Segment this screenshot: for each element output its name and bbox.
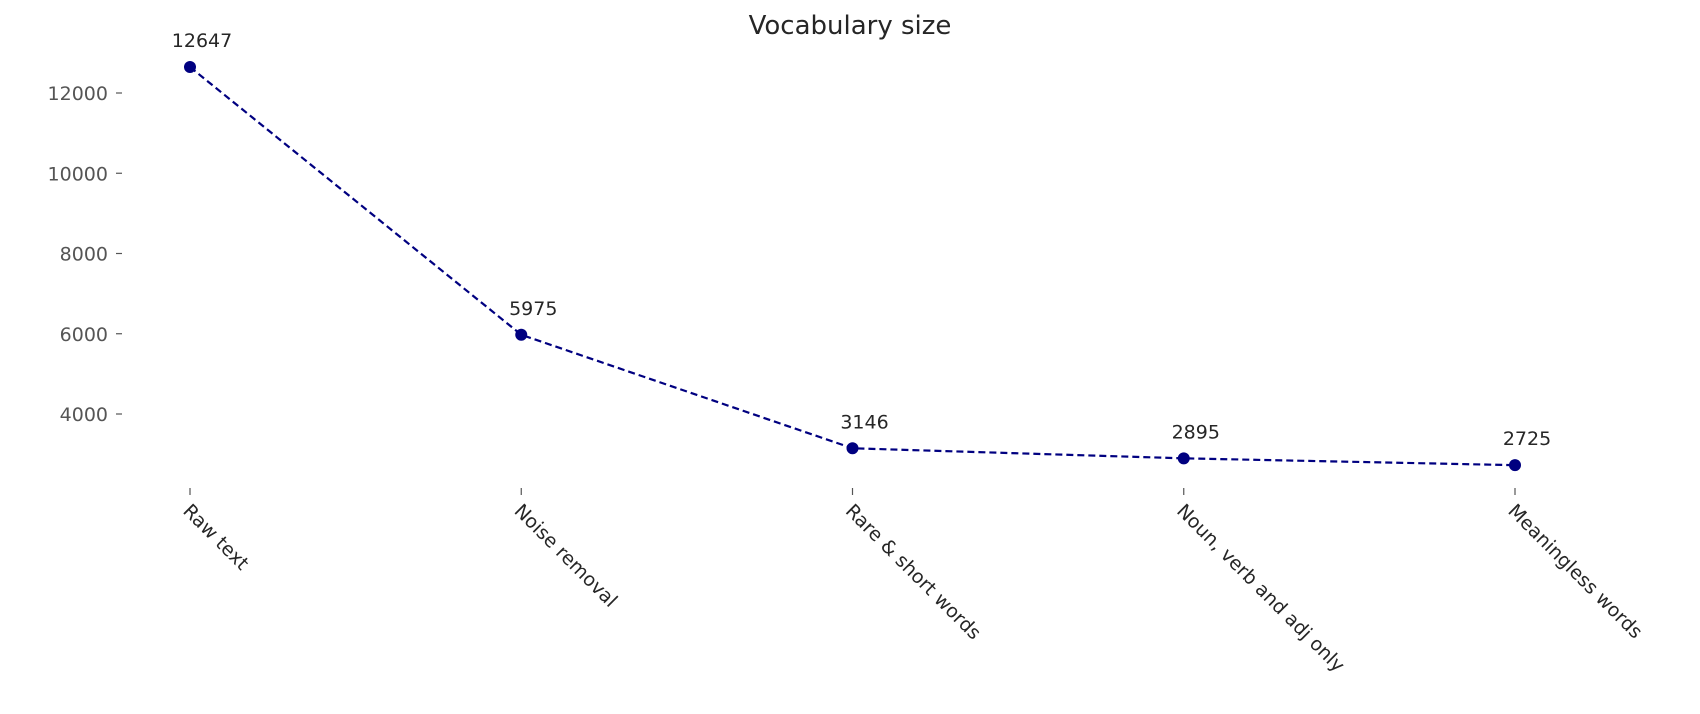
x-tick-label: Meaningless words [1503,500,1646,643]
y-axis: 4000 6000 8000 10000 12000 [48,83,122,426]
y-tick-label: 10000 [48,163,108,185]
x-tick-label: Rare & short words [841,500,985,644]
data-label: 5975 [509,298,557,320]
data-label: 2895 [1172,421,1220,443]
data-label: 3146 [840,411,888,433]
data-point [846,442,859,455]
y-tick-label: 4000 [60,404,108,426]
x-axis: Raw text Noise removal Rare & short words N… [178,488,1647,677]
data-point [515,328,528,341]
data-point [184,61,196,74]
x-tick-label: Noise removal [510,500,622,612]
y-tick-label: 12000 [48,83,108,105]
data-label: 12647 [172,30,232,52]
data-point [1177,452,1190,465]
y-tick-label: 8000 [60,244,108,266]
x-tick-label: Raw text [178,500,253,575]
data-point [1509,459,1521,472]
series-line [189,66,1516,467]
data-labels: 12647 5975 3146 2895 2725 [172,30,1551,450]
y-tick-label: 6000 [60,324,108,346]
data-label: 2725 [1503,428,1551,450]
chart-title: Vocabulary size [749,11,952,41]
series-layer [184,61,1521,472]
x-tick-label: Noun, verb and adj only [1172,500,1349,677]
